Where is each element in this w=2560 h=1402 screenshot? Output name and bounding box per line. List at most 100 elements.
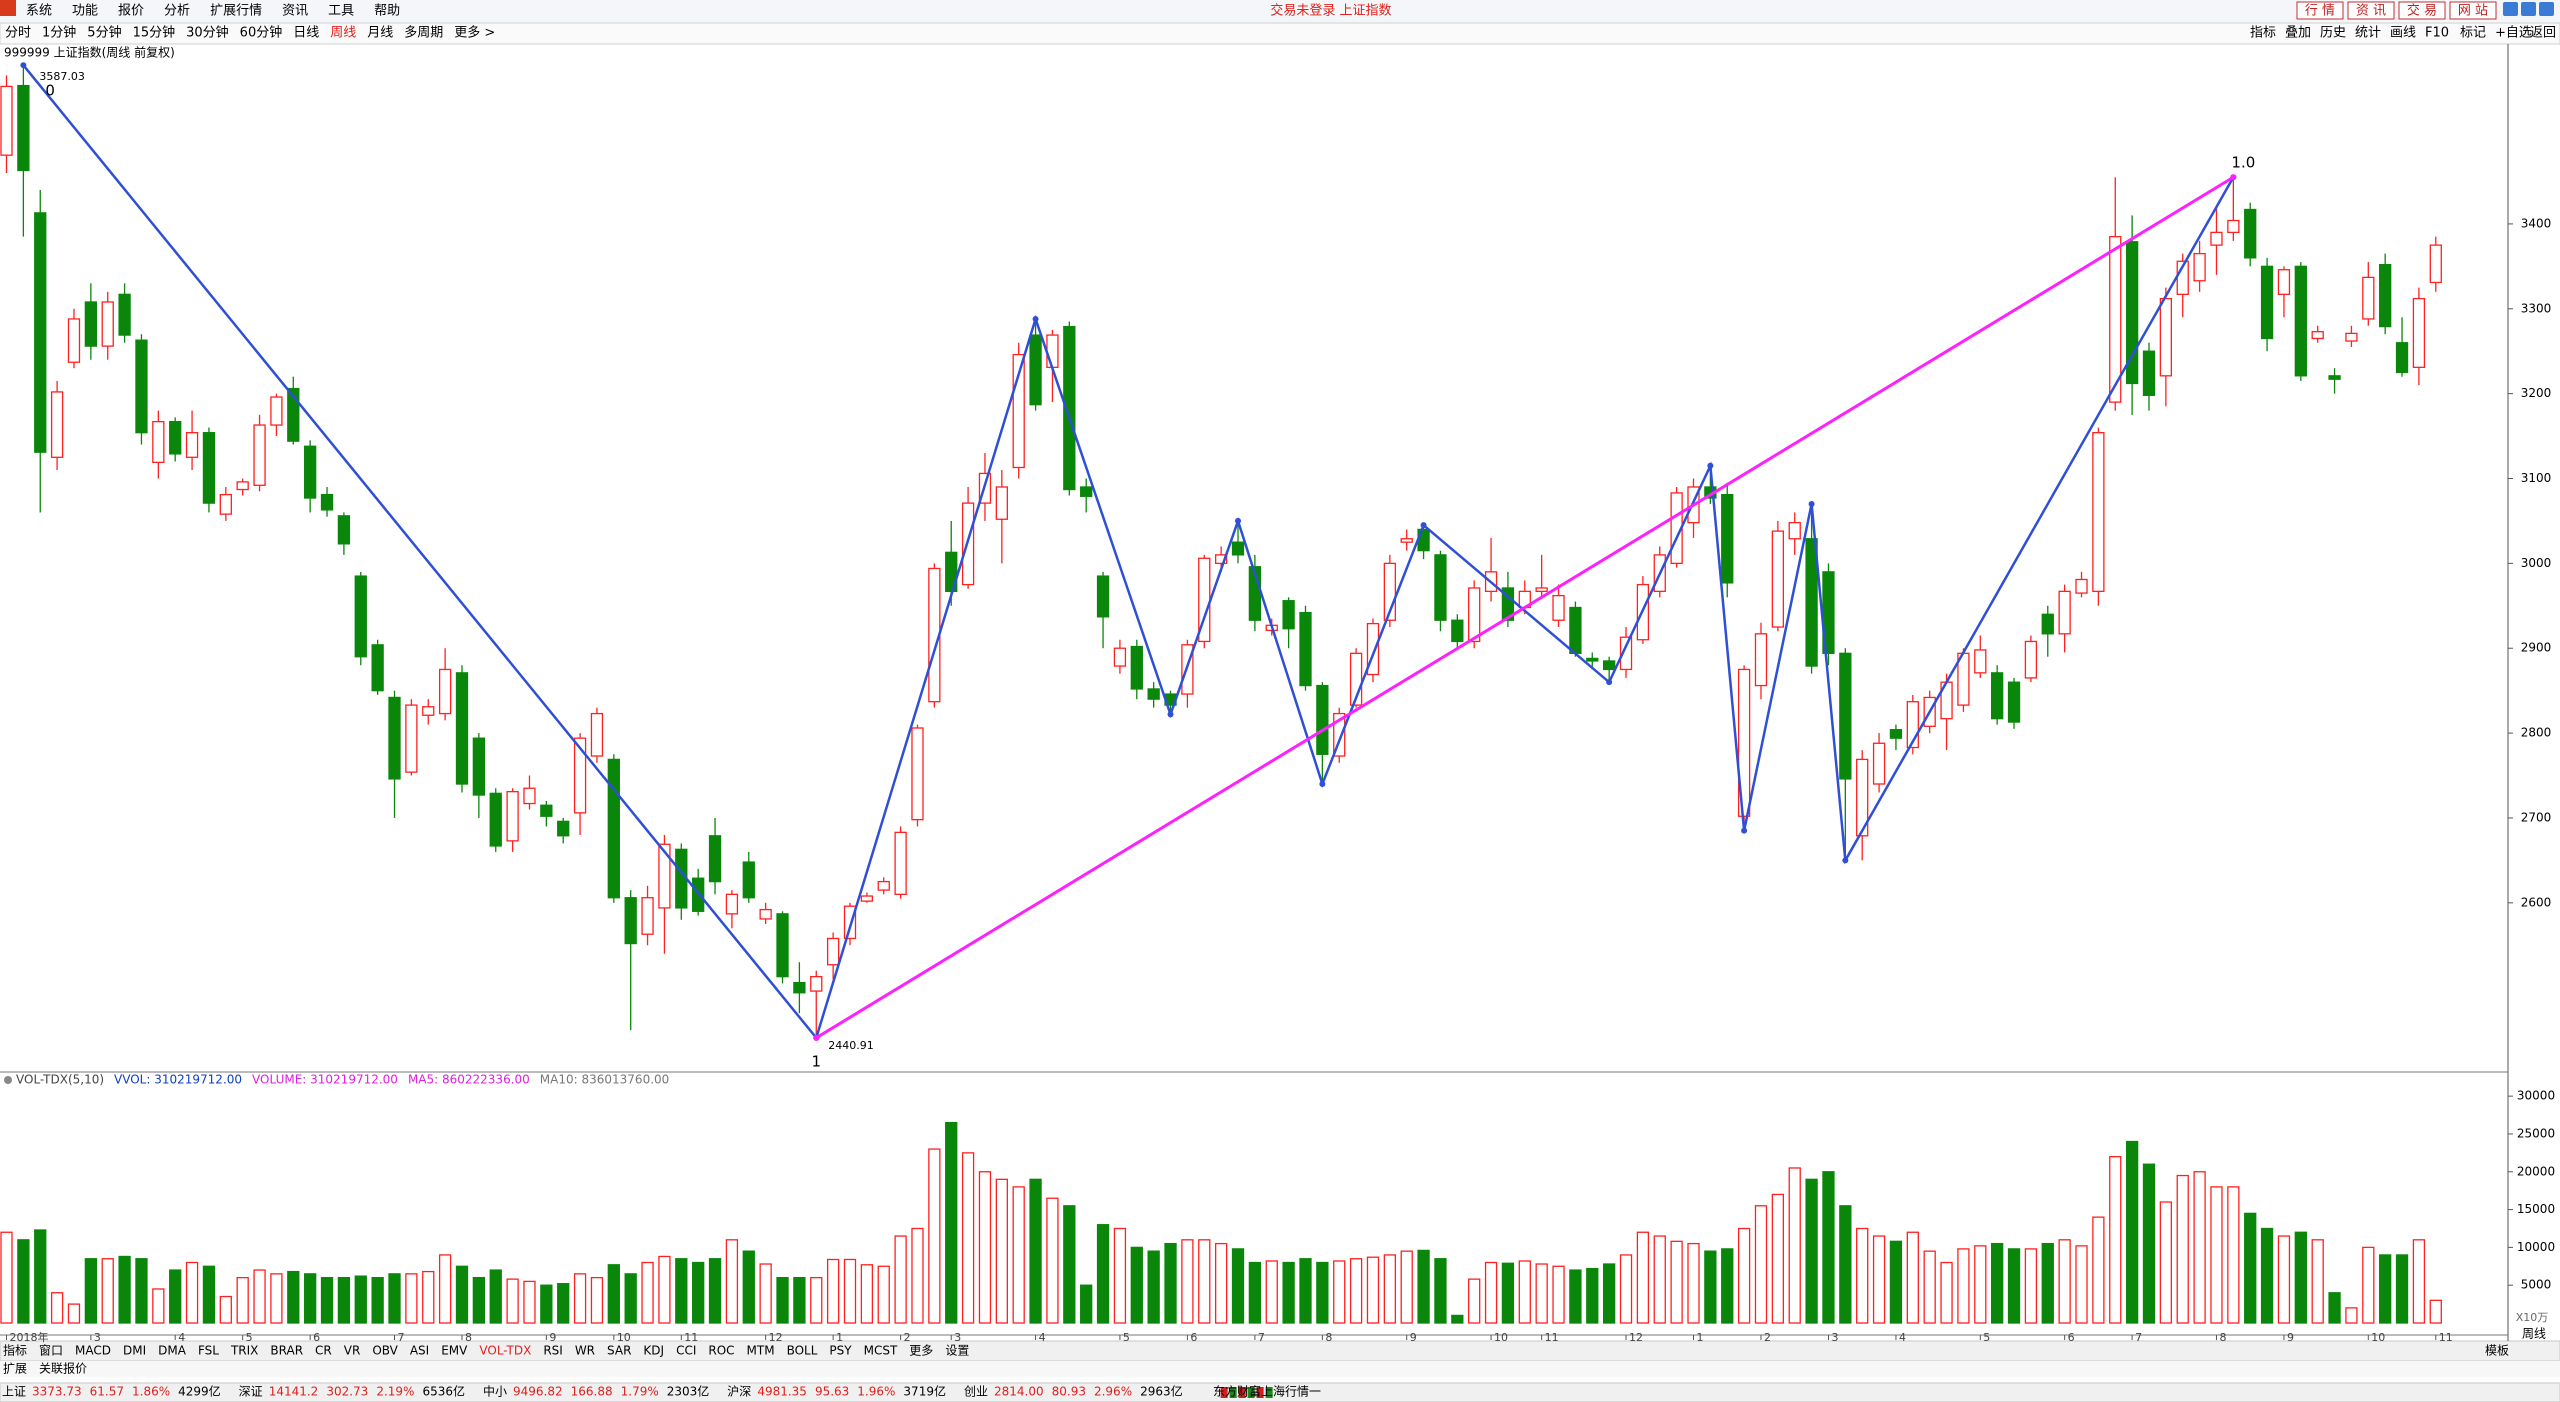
menu-item[interactable]: 报价	[118, 4, 144, 19]
period-button[interactable]: 周线	[330, 26, 356, 41]
period-button[interactable]: 月线	[367, 26, 393, 41]
y-tick-label: 2700	[2521, 810, 2552, 824]
candle-body	[590, 712, 604, 757]
indicator-tab[interactable]: FSL	[198, 1344, 219, 1358]
volume-bar	[287, 1270, 300, 1324]
indicator-tab[interactable]: 窗口	[39, 1344, 63, 1358]
indicator-tab[interactable]: DMI	[123, 1344, 146, 1358]
candle-body	[1603, 660, 1616, 671]
volume-bar	[658, 1255, 671, 1324]
top-button-label[interactable]: 行 情	[2305, 4, 2335, 19]
ext-tab[interactable]: 扩展	[3, 1362, 27, 1376]
window-control[interactable]	[2521, 2, 2536, 16]
volume-bar	[1569, 1269, 1582, 1324]
y-tick-label: 3100	[2521, 471, 2552, 485]
trend-vertex	[20, 62, 27, 69]
candle-body	[0, 85, 13, 156]
indicator-tab[interactable]: CCI	[676, 1344, 696, 1358]
tool-button[interactable]: 叠加	[2285, 26, 2311, 41]
top-button-label[interactable]: 交 易	[2407, 3, 2437, 19]
tool-button[interactable]: F10	[2425, 26, 2449, 41]
tool-button[interactable]: 返回	[2530, 26, 2556, 41]
tool-button[interactable]: 画线	[2390, 26, 2416, 41]
tool-button[interactable]: 标记	[2460, 26, 2486, 41]
top-button-label[interactable]: 资 讯	[2356, 4, 2386, 19]
tool-button[interactable]: 历史	[2320, 26, 2346, 41]
tool-button[interactable]: 指标	[2250, 26, 2276, 41]
ext-tab[interactable]: 关联报价	[39, 1361, 87, 1376]
volume-bar	[1619, 1254, 1633, 1324]
tool-button[interactable]: +自选	[2495, 26, 2532, 41]
volume-bar	[1636, 1231, 1650, 1324]
period-button[interactable]: 5分钟	[87, 25, 121, 41]
status-value: 3373.73	[32, 1385, 82, 1399]
candle-body	[1737, 668, 1751, 817]
period-button[interactable]: 30分钟	[186, 25, 229, 41]
volume-bar	[1670, 1240, 1683, 1324]
menu-item[interactable]: 工具	[328, 4, 354, 19]
candle-body	[270, 396, 283, 426]
menu-item[interactable]: 分析	[164, 4, 190, 19]
indicator-tab[interactable]: TRIX	[230, 1344, 258, 1358]
indicator-tab[interactable]: KDJ	[643, 1344, 664, 1358]
candle-body	[911, 727, 924, 821]
candle-body	[1349, 652, 1363, 706]
x-tick-label: 1	[836, 1331, 843, 1344]
indicator-tab[interactable]: PSY	[829, 1344, 852, 1358]
period-button[interactable]: 分时	[5, 26, 31, 41]
candle-body	[152, 420, 165, 464]
indicator-tab[interactable]: BOLL	[787, 1344, 818, 1358]
indicator-tab[interactable]: 指标	[3, 1343, 27, 1358]
volume-bar	[1535, 1263, 1548, 1324]
candle-body	[1316, 684, 1329, 755]
feed-indicator	[1247, 1387, 1255, 1398]
candle-body	[1366, 622, 1380, 676]
indicator-tab[interactable]: MACD	[75, 1344, 111, 1358]
top-button[interactable]	[2296, 1, 2344, 20]
indicator-tab[interactable]: ROC	[708, 1344, 734, 1358]
indicator-tab[interactable]: VOL-TDX	[479, 1344, 531, 1358]
tool-button[interactable]: 统计	[2355, 26, 2381, 41]
indicator-tab[interactable]: MTM	[747, 1344, 775, 1358]
indicator-tab[interactable]: OBV	[372, 1344, 398, 1358]
indicator-tab[interactable]: SAR	[607, 1344, 631, 1358]
volume-bar	[1687, 1242, 1700, 1324]
window-control[interactable]	[2539, 2, 2554, 16]
menu-item[interactable]: 扩展行情	[210, 4, 262, 19]
indicator-tab[interactable]: VR	[344, 1344, 361, 1358]
period-button[interactable]: 更多 >	[454, 25, 495, 41]
indicator-tab[interactable]: 更多	[909, 1344, 933, 1358]
top-button[interactable]	[2347, 1, 2395, 20]
indicator-tab[interactable]: EMV	[441, 1344, 468, 1358]
feed-indicator	[1220, 1387, 1228, 1398]
period-button[interactable]: 多周期	[404, 25, 443, 41]
volume-bar	[540, 1284, 553, 1324]
period-button[interactable]: 日线	[293, 26, 319, 41]
indicator-tab[interactable]: RSI	[543, 1344, 563, 1358]
indicator-tab[interactable]: MCST	[864, 1344, 898, 1358]
volume-bar	[1349, 1258, 1363, 1324]
volume-bar	[1231, 1248, 1245, 1324]
indicator-tab[interactable]: BRAR	[270, 1344, 303, 1358]
volume-bar	[2075, 1245, 2088, 1324]
indicator-tab[interactable]: CR	[315, 1344, 332, 1358]
period-button[interactable]: 1分钟	[42, 25, 76, 41]
menu-item[interactable]: 系统	[26, 4, 52, 19]
candle-body	[641, 897, 654, 935]
menu-item[interactable]: 资讯	[282, 4, 308, 19]
period-button[interactable]: 15分钟	[133, 25, 176, 41]
top-button[interactable]	[2398, 1, 2446, 20]
template-button[interactable]: 模板	[2485, 1344, 2509, 1358]
top-button-label[interactable]: 网 站	[2458, 4, 2488, 19]
menu-item[interactable]: 功能	[72, 4, 98, 19]
menu-item[interactable]: 帮助	[374, 4, 400, 19]
top-button[interactable]	[2449, 1, 2497, 20]
indicator-tab[interactable]: 设置	[945, 1344, 969, 1358]
indicator-tab[interactable]: WR	[575, 1344, 595, 1358]
indicator-tab[interactable]: ASI	[410, 1344, 429, 1358]
x-tick-label: 6	[1190, 1331, 1197, 1344]
panel-icon[interactable]	[4, 1076, 12, 1084]
window-control[interactable]	[2503, 2, 2518, 16]
period-button[interactable]: 60分钟	[240, 25, 283, 41]
indicator-tab[interactable]: DMA	[158, 1344, 187, 1358]
